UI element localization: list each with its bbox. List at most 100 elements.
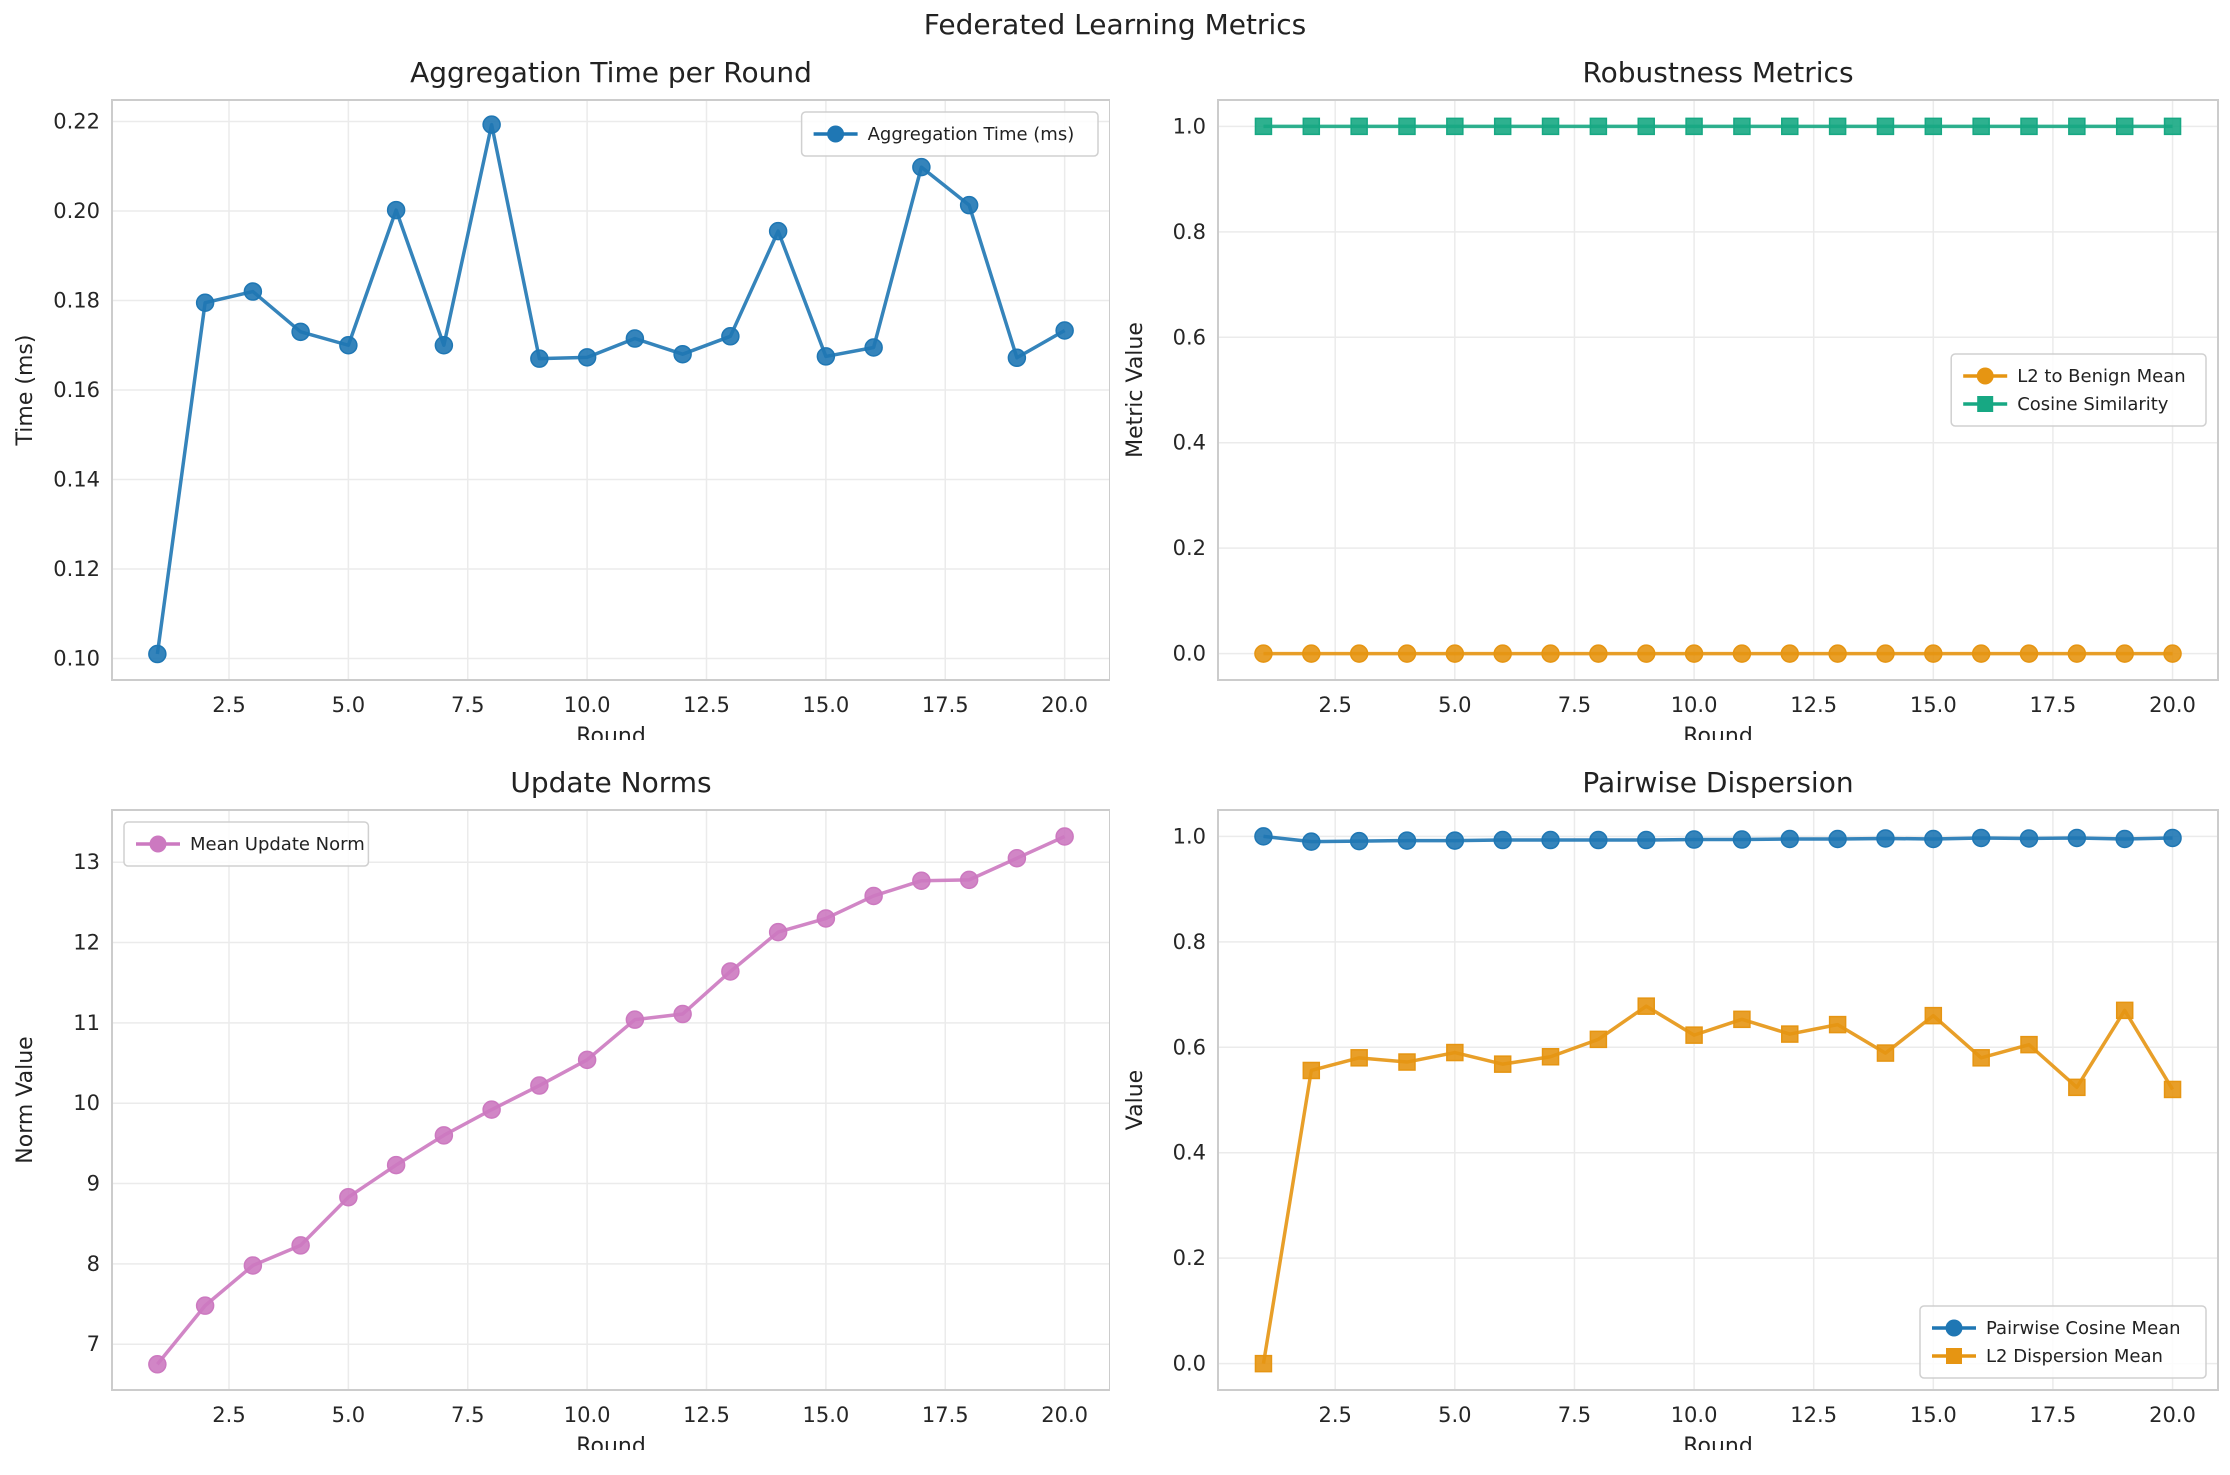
- data-point: [1541, 117, 1560, 136]
- x-tick-label: 12.5: [683, 1403, 730, 1427]
- x-tick-label: 2.5: [1319, 1403, 1352, 1427]
- y-tick-label: 0.4: [1173, 1141, 1206, 1165]
- y-tick-label: 0.6: [1173, 1035, 1206, 1059]
- data-point: [2163, 828, 2182, 848]
- data-point: [1445, 831, 1465, 850]
- data-point: [434, 1126, 454, 1145]
- data-point: [1007, 348, 1027, 368]
- data-point: [2068, 117, 2086, 136]
- data-point: [1493, 644, 1512, 663]
- y-tick-label: 0.2: [1173, 1246, 1206, 1270]
- data-point: [1055, 321, 1074, 340]
- data-point: [768, 922, 788, 942]
- chart-title: Aggregation Time per Round: [410, 56, 812, 89]
- y-tick-label: 1.0: [1173, 114, 1206, 138]
- plot-frame: [111, 809, 1110, 1391]
- x-tick-label: 2.5: [1319, 693, 1352, 717]
- data-point: [1349, 644, 1369, 663]
- data-point: [1828, 829, 1847, 849]
- data-point: [2019, 644, 2039, 663]
- legend-label: Cosine Similarity: [2017, 394, 2169, 415]
- data-point: [1732, 644, 1752, 663]
- data-point: [1302, 832, 1321, 851]
- data-point: [1972, 117, 1990, 136]
- series-aggregation-time-ms: [148, 115, 1074, 664]
- data-point: [1876, 829, 1895, 848]
- x-tick-label: 17.5: [2030, 693, 2077, 717]
- data-point: [1733, 117, 1751, 136]
- data-point: [816, 909, 836, 928]
- data-point: [1971, 828, 1991, 848]
- legend-box: [800, 111, 1099, 157]
- legend: Pairwise Cosine Mean L2 Dispersion Mean: [1919, 1305, 2207, 1379]
- y-tick-label: 11: [73, 1011, 100, 1035]
- data-point: [1876, 117, 1895, 136]
- x-tick-label: 15.0: [1910, 1403, 1957, 1427]
- series-l2-dispersion-mean: [1254, 997, 2182, 1373]
- data-point: [1684, 830, 1704, 849]
- data-point: [2115, 1001, 2134, 1020]
- plot-frame: [1217, 809, 2219, 1391]
- data-point: [1828, 644, 1847, 663]
- data-point: [1493, 830, 1512, 850]
- data-point: [864, 886, 883, 906]
- x-tick-label: 17.5: [922, 1403, 969, 1427]
- data-point: [482, 1100, 501, 1119]
- y-axis-label: Norm Value: [13, 1036, 38, 1163]
- series-l2-to-benign-mean: [1254, 644, 2182, 663]
- y-tick-label: 0.14: [53, 468, 100, 492]
- y-tick-label: 0.0: [1173, 642, 1206, 666]
- data-point: [1350, 1049, 1368, 1067]
- chart-svg: 2.5 5.0 7.5 10.0 12.5 15.0 17.5 20.0 7 8 9 10 11 12 13…: [13, 766, 1110, 1450]
- data-point: [1733, 1010, 1751, 1029]
- chart-title: Robustness Metrics: [1582, 56, 1853, 89]
- y-tick-label: 10: [73, 1091, 100, 1115]
- data-point: [1685, 1026, 1703, 1044]
- data-point: [195, 1296, 215, 1315]
- data-point: [2115, 117, 2134, 136]
- x-axis-label: Round: [1683, 1434, 1753, 1450]
- data-point: [148, 1355, 167, 1374]
- data-point: [768, 221, 788, 241]
- data-point: [195, 293, 215, 312]
- x-tick-label: 20.0: [2149, 1403, 2196, 1427]
- x-tick-label: 12.5: [1790, 693, 1837, 717]
- legend-label: Aggregation Time (ms): [868, 124, 1075, 145]
- x-tick-label: 10.0: [1671, 1403, 1718, 1427]
- data-point: [1876, 1044, 1895, 1062]
- x-tick-label: 12.5: [1790, 1403, 1837, 1427]
- data-point: [1254, 644, 1273, 663]
- y-axis-label: Metric Value: [1123, 322, 1148, 458]
- legend-marker: [1946, 1348, 1962, 1364]
- data-point: [1971, 644, 1991, 663]
- y-tick-label: 12: [73, 931, 100, 955]
- data-point: [1876, 644, 1895, 663]
- data-point: [1254, 827, 1273, 846]
- data-point: [1924, 644, 1943, 663]
- data-point: [1398, 117, 1416, 136]
- data-point: [2067, 644, 2087, 663]
- chart-svg: 2.5 5.0 7.5 10.0 12.5 15.0 17.5 20.0 0.10 0.12 0.1…: [13, 56, 1110, 740]
- data-point: [1589, 644, 1608, 663]
- data-point: [912, 157, 931, 177]
- x-tick-label: 20.0: [1041, 693, 1088, 717]
- data-point: [2115, 829, 2134, 849]
- data-point: [1780, 829, 1800, 849]
- chart-svg: 2.5 5.0 7.5 10.0 12.5 15.0 17.5 20.0 0.0 0.2 0.4 0.…: [1123, 56, 2219, 740]
- data-point: [1924, 117, 1943, 136]
- data-point: [1589, 1030, 1608, 1049]
- data-point: [1781, 1025, 1799, 1043]
- y-tick-label: 13: [73, 850, 100, 874]
- x-tick-label: 5.0: [1438, 1403, 1471, 1427]
- data-point: [1349, 831, 1369, 851]
- x-tick-label: 7.5: [1558, 1403, 1591, 1427]
- data-point: [434, 335, 454, 355]
- y-axis-label: Value: [1123, 1070, 1148, 1130]
- y-tick-label: 0.2: [1173, 536, 1206, 560]
- data-point: [1781, 117, 1799, 136]
- data-point: [2163, 1080, 2182, 1099]
- series-pairwise-cosine-mean: [1254, 827, 2182, 851]
- y-tick-label: 1.0: [1173, 824, 1206, 848]
- plot-frame: [111, 99, 1110, 681]
- x-tick-label: 15.0: [802, 693, 849, 717]
